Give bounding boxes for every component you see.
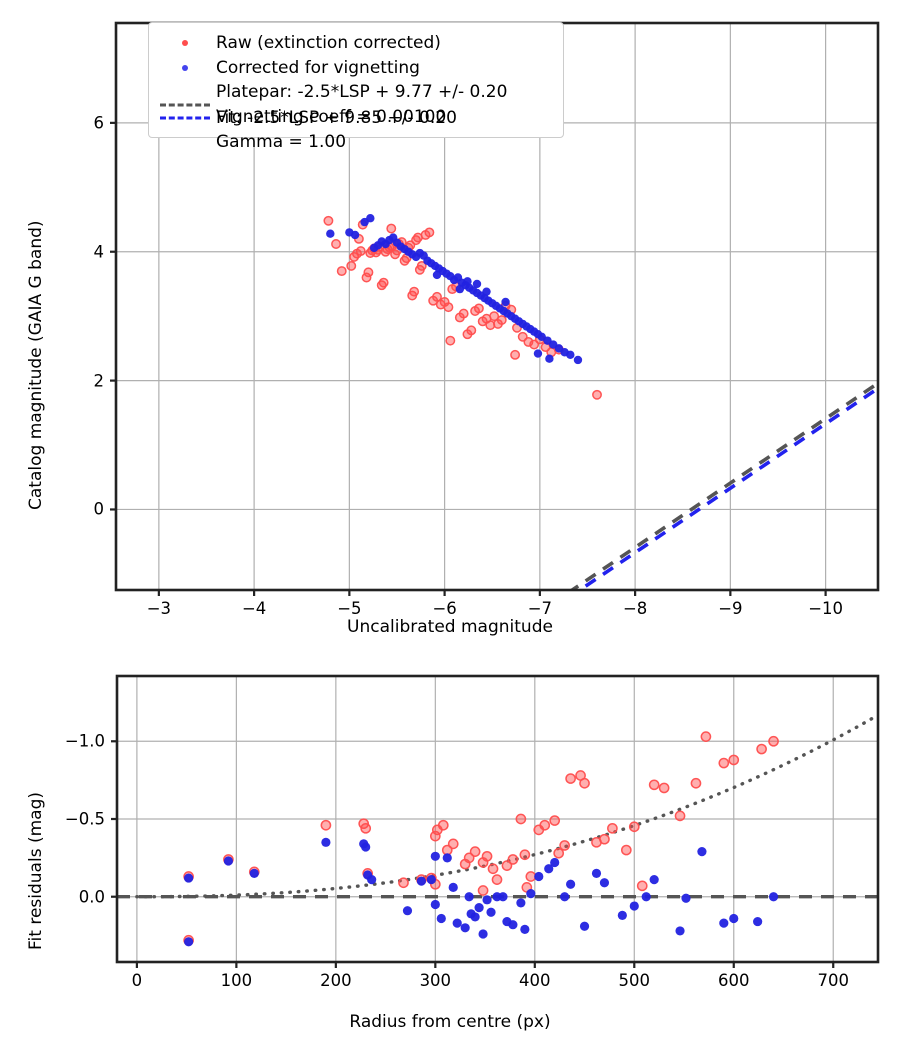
legend-label-raw: Raw (extinction corrected) (216, 32, 441, 53)
x-tick-label: 100 (220, 971, 253, 990)
x-tick-label: −3 (146, 599, 172, 618)
y-tick-label: −0.5 (64, 809, 105, 829)
magnitude-calibration-panel: Catalog magnitude (GAIA G band) Uncalibr… (26, 21, 880, 637)
legend-dash-blue-icon (158, 108, 212, 128)
y-tick-label: 0.0 (78, 887, 105, 907)
legend-label-fit: Fit: -2.5*LSP + 9.85 +/- 0.20 (216, 107, 457, 128)
x-tick-label: −6 (432, 599, 457, 618)
upper-x-axis-label: Uncalibrated magnitude (347, 617, 553, 637)
x-tick-label: 300 (419, 971, 452, 990)
legend-label-gamma: Gamma = 1.00 (216, 132, 347, 152)
x-tick-label: 500 (618, 971, 651, 990)
x-tick-label: 200 (320, 971, 352, 990)
x-tick-label: −7 (527, 599, 553, 618)
legend: Raw (extinction corrected) Corrected for… (148, 22, 564, 152)
x-tick-label: 400 (519, 971, 551, 990)
x-tick-label: −10 (808, 599, 844, 618)
legend-entry-platepar: Platepar: -2.5*LSP + 9.77 +/- 0.20 Vigne… (158, 80, 554, 152)
legend-label-platepar: Platepar: -2.5*LSP + 9.77 +/- 0.20 (216, 82, 508, 102)
legend-label-vignetting-coeff: Vignetting coeff = 0.00100 (216, 107, 447, 127)
x-tick-label: 700 (817, 971, 849, 990)
x-tick-label: −5 (337, 599, 362, 618)
legend-marker-red-icon (158, 33, 212, 53)
lower-x-axis-label: Radius from centre (px) (349, 1012, 551, 1032)
y-tick-label: 6 (93, 113, 105, 133)
legend-marker-blue-icon (158, 58, 212, 78)
y-tick-label: 2 (93, 371, 105, 391)
x-tick-label: 600 (718, 971, 750, 990)
legend-dash-gray-icon (158, 80, 212, 130)
legend-entry-fit: Fit: -2.5*LSP + 9.85 +/- 0.20 (158, 105, 554, 130)
legend-label-corrected: Corrected for vignetting (216, 57, 420, 78)
upper-y-axis-label: Catalog magnitude (GAIA G band) (26, 220, 46, 510)
x-tick-label: −9 (718, 599, 743, 618)
legend-entry-corrected: Corrected for vignetting (158, 55, 554, 80)
fit-residuals-axes (111, 674, 880, 968)
y-tick-label: 0 (93, 499, 105, 519)
legend-label-stack: Platepar: -2.5*LSP + 9.77 +/- 0.20 Vigne… (212, 80, 507, 155)
x-tick-label: 0 (131, 971, 143, 990)
x-tick-label: −8 (622, 599, 648, 618)
y-tick-label: −1.0 (64, 731, 105, 751)
fit-residuals-panel: Fit residuals (mag) Radius from centre (… (0, 650, 900, 1050)
legend-entry-raw: Raw (extinction corrected) (158, 30, 554, 55)
x-tick-label: −4 (241, 599, 267, 618)
y-tick-label: 4 (93, 242, 105, 262)
